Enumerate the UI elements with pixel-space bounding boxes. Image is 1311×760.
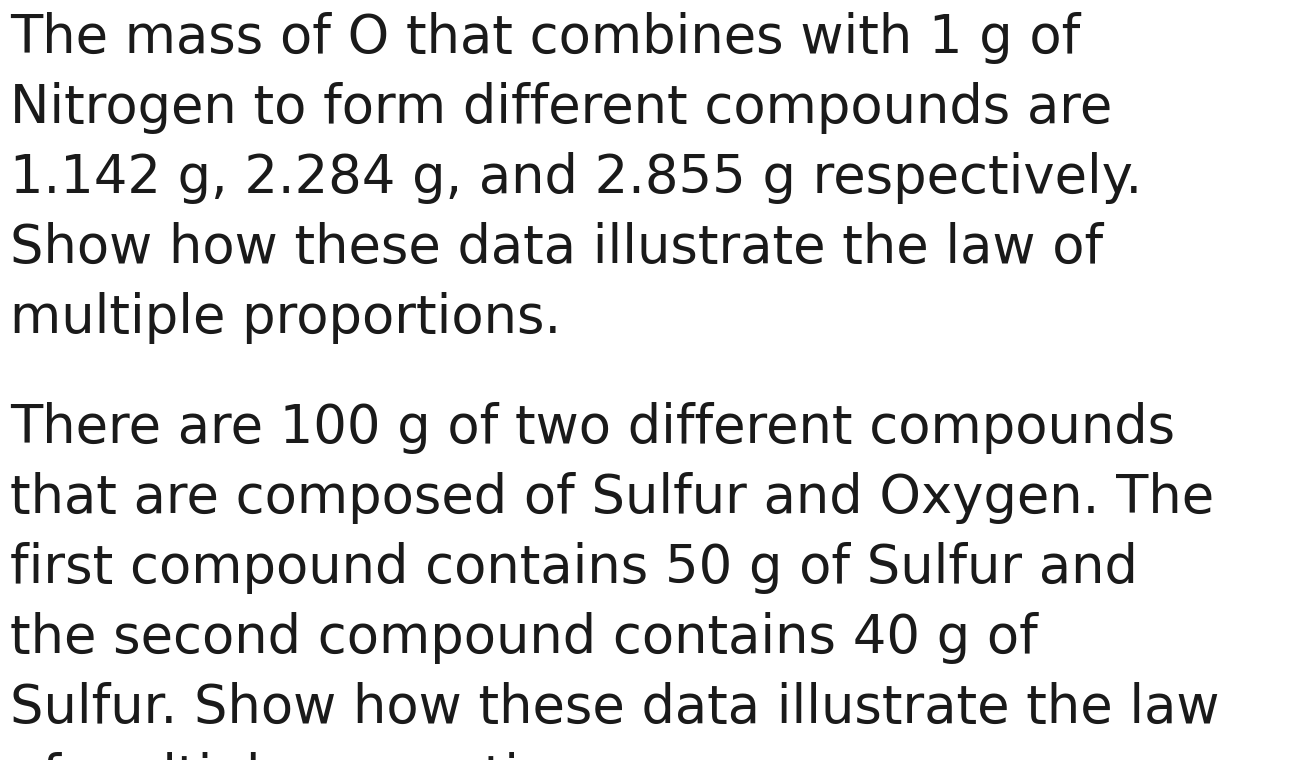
Text: Show how these data illustrate the law of: Show how these data illustrate the law o…	[10, 222, 1103, 274]
Text: The mass of O that combines with 1 g of: The mass of O that combines with 1 g of	[10, 12, 1080, 64]
Text: multiple proportions.: multiple proportions.	[10, 292, 561, 344]
Text: Nitrogen to form different compounds are: Nitrogen to form different compounds are	[10, 82, 1112, 134]
Text: 1.142 g, 2.284 g, and 2.855 g respectively.: 1.142 g, 2.284 g, and 2.855 g respective…	[10, 152, 1142, 204]
Text: first compound contains 50 g of Sulfur and: first compound contains 50 g of Sulfur a…	[10, 542, 1138, 594]
Text: of multiple proportions.: of multiple proportions.	[10, 752, 629, 760]
Text: that are composed of Sulfur and Oxygen. The: that are composed of Sulfur and Oxygen. …	[10, 472, 1214, 524]
Text: the second compound contains 40 g of: the second compound contains 40 g of	[10, 612, 1038, 664]
Text: There are 100 g of two different compounds: There are 100 g of two different compoun…	[10, 402, 1175, 454]
Text: Sulfur. Show how these data illustrate the law: Sulfur. Show how these data illustrate t…	[10, 682, 1219, 734]
